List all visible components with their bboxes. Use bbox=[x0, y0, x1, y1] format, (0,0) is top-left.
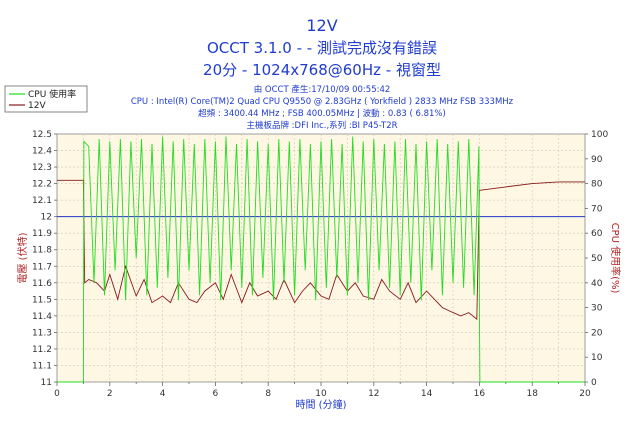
chart-title: 12V bbox=[306, 16, 337, 35]
title-group: 12V OCCT 3.1.0 - - 測試完成沒有錯誤 20分 - 1024x7… bbox=[203, 16, 441, 79]
y-left-tick-label: 11.8 bbox=[32, 246, 52, 256]
y-left-tick-label: 11.6 bbox=[32, 279, 52, 289]
series-line-cpu-usage bbox=[57, 136, 585, 383]
y-right-tick-label: 80 bbox=[591, 180, 603, 190]
x-tick-label: 6 bbox=[213, 389, 219, 399]
chart-subtitle-1: OCCT 3.1.0 - - 測試完成沒有錯誤 bbox=[207, 39, 437, 57]
y-left-tick-label: 11.3 bbox=[32, 328, 52, 338]
x-tick-label: 18 bbox=[526, 389, 538, 399]
gridlines bbox=[57, 134, 585, 382]
y-right-tick-label: 100 bbox=[591, 130, 608, 140]
series-line-12v bbox=[57, 179, 585, 321]
x-tick-label: 16 bbox=[474, 389, 486, 399]
y-right-tick-label: 20 bbox=[591, 328, 603, 338]
x-tick-label: 10 bbox=[315, 389, 327, 399]
info-group: 由 OCCT 產生:17/10/09 00:55:42 CPU : Intel(… bbox=[131, 84, 514, 131]
y-right-tick-label: 0 bbox=[591, 378, 597, 388]
y-left-tick-label: 11 bbox=[41, 378, 52, 388]
y-right-tick-label: 10 bbox=[591, 353, 603, 363]
y-right-axis-label: CPU 使用率(%) bbox=[609, 223, 622, 294]
y-right-ticks: 0 10 20 30 40 50 60 70 80 90 100 bbox=[585, 130, 608, 388]
x-tick-label: 12 bbox=[368, 389, 379, 399]
y-left-tick-label: 12 bbox=[41, 213, 52, 223]
x-tick-label: 4 bbox=[160, 389, 166, 399]
info-line-generated: 由 OCCT 產生:17/10/09 00:55:42 bbox=[254, 84, 391, 95]
info-line-overclock: 超頻 : 3400.44 MHz ; FSB 400.05MHz | 波動 : … bbox=[198, 108, 446, 119]
legend-label-cpu: CPU 使用率 bbox=[28, 88, 76, 100]
y-right-tick-label: 60 bbox=[591, 229, 603, 239]
x-ticks: 0 2 4 6 8 10 12 14 16 18 20 bbox=[54, 382, 591, 399]
legend: CPU 使用率 12V bbox=[4, 85, 88, 113]
y-left-tick-label: 12.5 bbox=[32, 130, 52, 140]
y-left-tick-label: 12.4 bbox=[32, 147, 52, 157]
y-left-tick-label: 12.2 bbox=[32, 180, 52, 190]
y-right-tick-label: 70 bbox=[591, 204, 603, 214]
info-line-cpu: CPU : Intel(R) Core(TM)2 Quad CPU Q9550 … bbox=[131, 97, 514, 107]
x-tick-label: 20 bbox=[579, 389, 591, 399]
x-tick-label: 8 bbox=[265, 389, 271, 399]
y-left-tick-label: 11.7 bbox=[32, 262, 52, 272]
y-left-tick-label: 11.5 bbox=[32, 295, 52, 305]
y-left-tick-label: 11.2 bbox=[32, 345, 52, 355]
x-tick-label: 0 bbox=[54, 389, 60, 399]
y-left-tick-label: 11.9 bbox=[32, 229, 52, 239]
y-left-tick-label: 12.1 bbox=[32, 196, 52, 206]
x-tick-label: 2 bbox=[107, 389, 113, 399]
legend-label-12v: 12V bbox=[28, 101, 46, 111]
legend-box bbox=[4, 85, 88, 113]
y-left-axis-label: 電壓 (伏特) bbox=[16, 232, 29, 283]
y-right-tick-label: 90 bbox=[591, 155, 603, 165]
chart-subtitle-2: 20分 - 1024x768@60Hz - 視窗型 bbox=[203, 61, 441, 79]
y-right-tick-label: 40 bbox=[591, 279, 603, 289]
x-tick-label: 14 bbox=[421, 389, 433, 399]
y-left-tick-label: 11.1 bbox=[32, 361, 52, 371]
y-right-tick-label: 50 bbox=[591, 254, 603, 264]
y-right-tick-label: 30 bbox=[591, 304, 603, 314]
y-left-tick-label: 12.3 bbox=[32, 163, 52, 173]
info-line-motherboard: 主機板品牌 :DFI Inc.,系列 :BI P45-T2R bbox=[246, 120, 397, 131]
y-left-tick-label: 11.4 bbox=[32, 312, 52, 322]
y-left-ticks: 11 11.1 11.2 11.3 11.4 11.5 11.6 11.7 11.8 11.9 12… bbox=[32, 130, 57, 388]
x-axis-label: 時間 (分鐘) bbox=[296, 398, 347, 411]
